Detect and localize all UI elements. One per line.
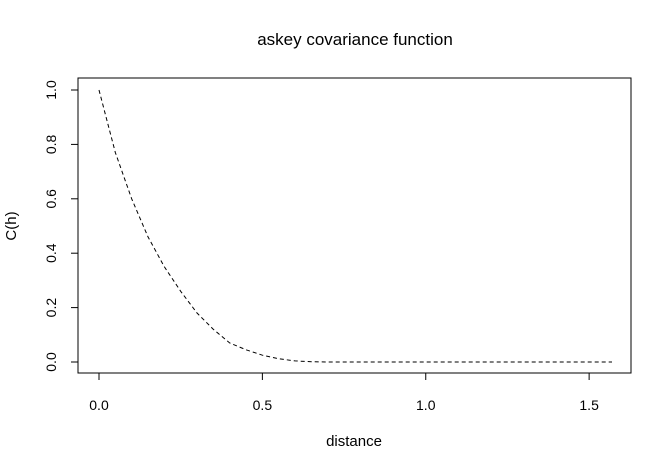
y-tick-label: 1.0 <box>43 80 59 100</box>
series-line-askey <box>98 89 612 363</box>
x-tick-label: 0.0 <box>89 397 109 413</box>
y-tick-label: 0.6 <box>43 189 59 209</box>
x-tick-label: 0.5 <box>253 397 273 413</box>
chart-title: askey covariance function <box>257 30 453 49</box>
y-axis: 0.0 0.2 0.4 0.6 0.8 1.0 <box>43 80 79 372</box>
x-tick-label: 1.5 <box>579 397 599 413</box>
y-tick-label: 0.2 <box>43 298 59 318</box>
y-axis-label: C(h) <box>3 211 20 240</box>
y-tick-label: 0.4 <box>43 243 59 263</box>
x-axis-label: distance <box>326 433 382 450</box>
y-tick-label: 0.8 <box>43 134 59 154</box>
plot-frame <box>77 77 632 374</box>
x-axis: 0.0 0.5 1.0 1.5 <box>89 372 599 413</box>
x-tick-label: 1.0 <box>416 397 436 413</box>
y-tick-label: 0.0 <box>43 352 59 372</box>
